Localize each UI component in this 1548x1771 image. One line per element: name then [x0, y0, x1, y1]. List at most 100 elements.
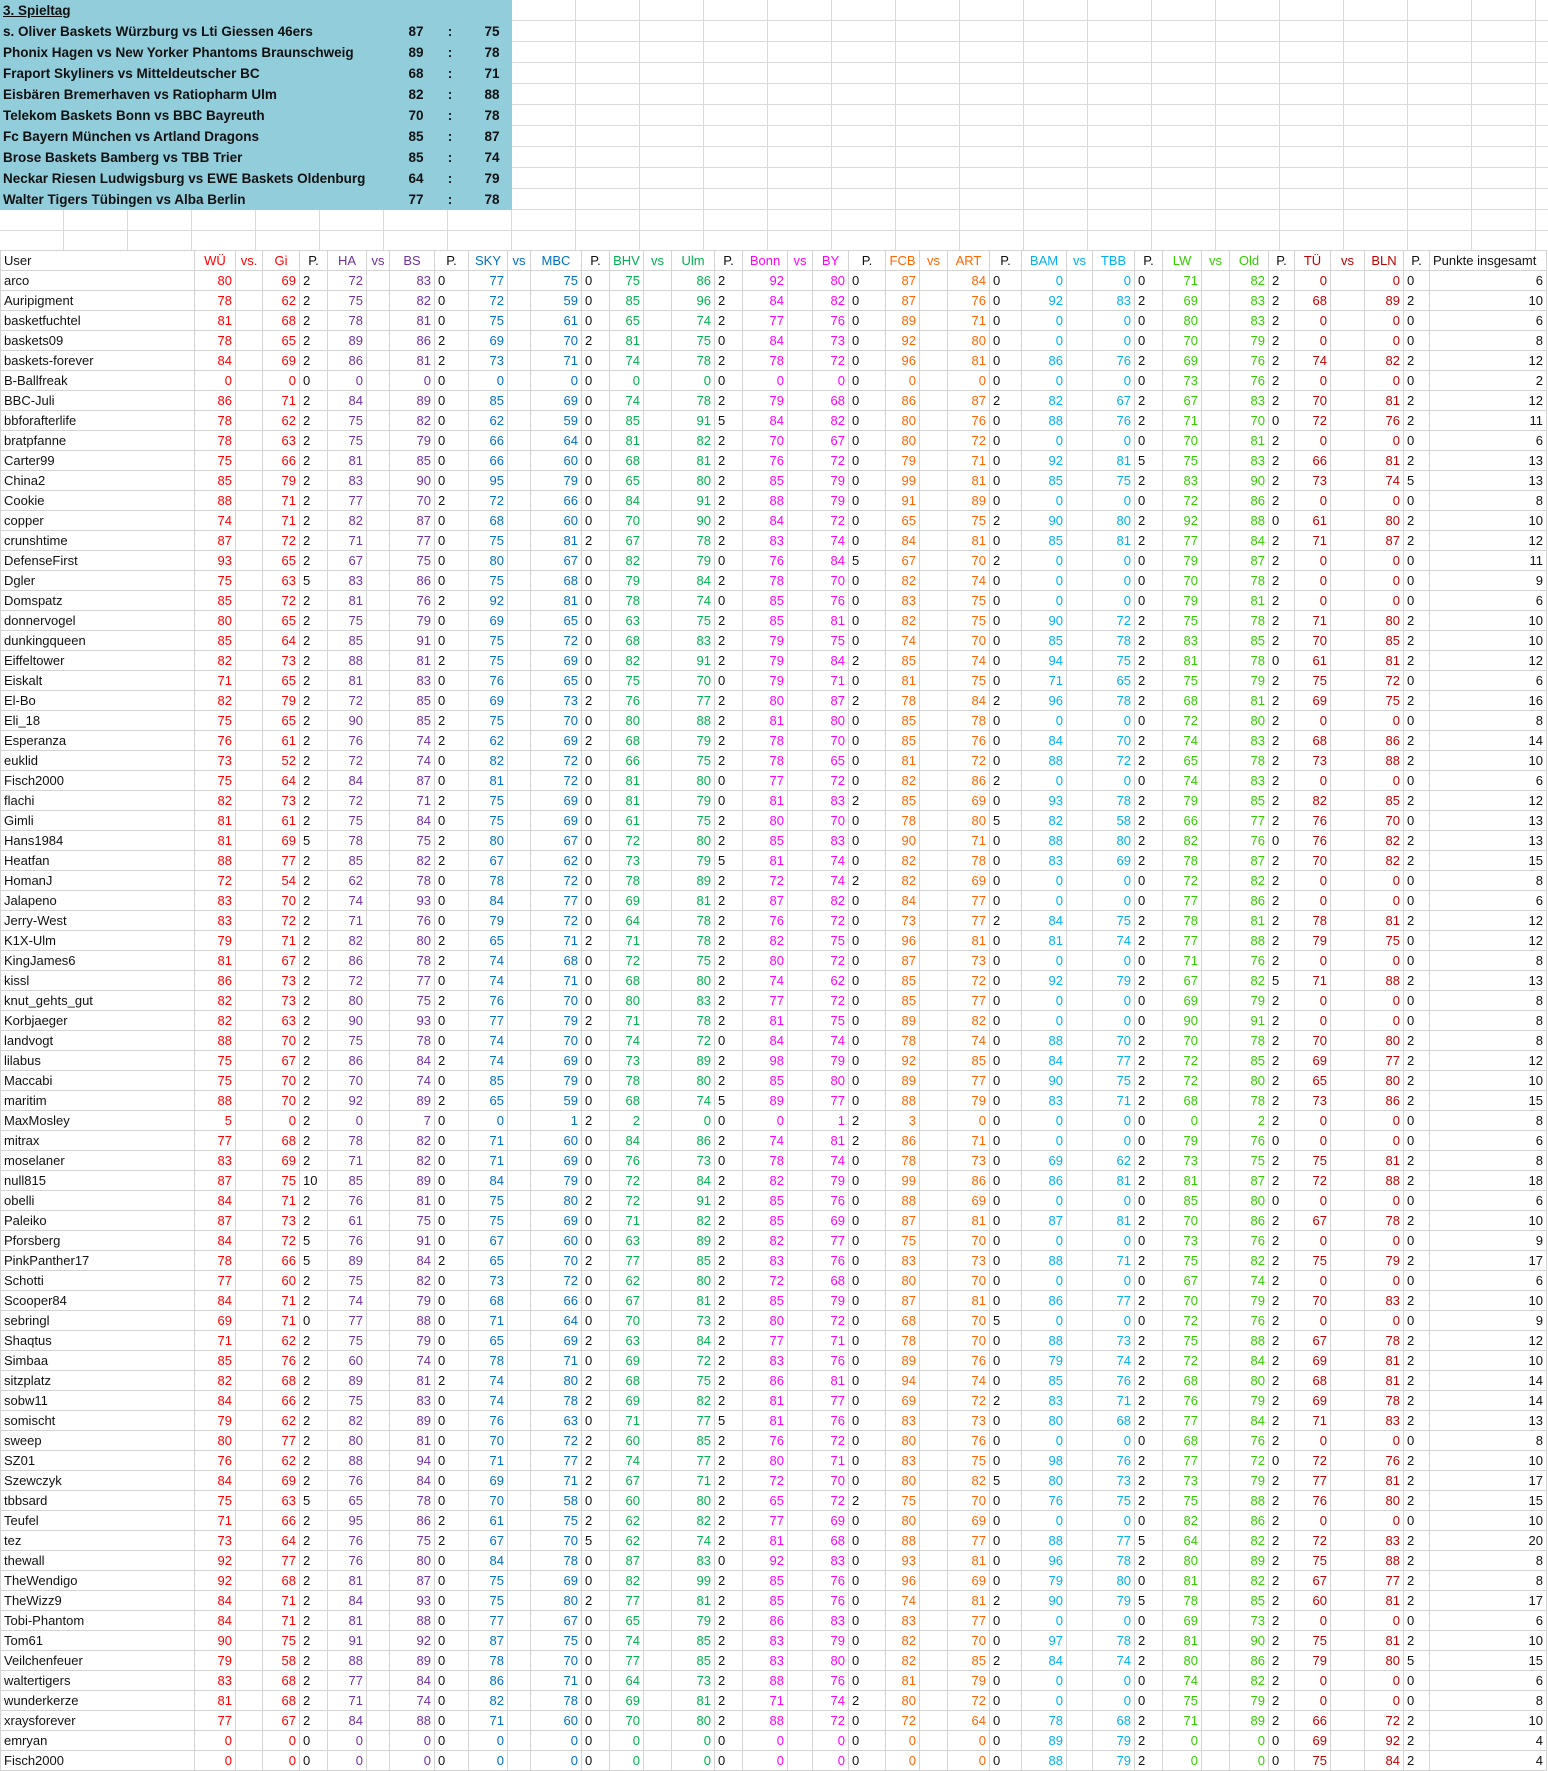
- points-cell[interactable]: 0: [434, 870, 469, 891]
- score-tip-cell[interactable]: 75: [1162, 1250, 1202, 1271]
- score-tip-cell[interactable]: 77: [262, 1430, 300, 1451]
- empty-cell[interactable]: [1330, 1350, 1365, 1371]
- total-points-cell[interactable]: 13: [1429, 1410, 1547, 1431]
- empty-cell[interactable]: [787, 770, 813, 791]
- score-tip-cell[interactable]: 87: [468, 1630, 508, 1651]
- score-tip-cell[interactable]: 82: [742, 930, 788, 951]
- points-cell[interactable]: 0: [989, 830, 1022, 851]
- score-tip-cell[interactable]: 90: [327, 1010, 367, 1031]
- score-tip-cell[interactable]: 75: [530, 1630, 582, 1651]
- score-tip-cell[interactable]: 0: [1364, 1010, 1404, 1031]
- empty-cell[interactable]: [507, 1350, 531, 1371]
- empty-cell[interactable]: [643, 410, 672, 431]
- score-tip-cell[interactable]: 0: [1364, 1230, 1404, 1251]
- empty-cell[interactable]: [507, 330, 531, 351]
- score-tip-cell[interactable]: 79: [1229, 1290, 1269, 1311]
- score-tip-cell[interactable]: 85: [468, 390, 508, 411]
- score-tip-cell[interactable]: 66: [1162, 810, 1202, 831]
- score-tip-cell[interactable]: 67: [262, 950, 300, 971]
- score-tip-cell[interactable]: 76: [742, 1430, 788, 1451]
- score-tip-cell[interactable]: 81: [742, 710, 788, 731]
- score-tip-cell[interactable]: 78: [1364, 1210, 1404, 1231]
- score-tip-cell[interactable]: 76: [742, 450, 788, 471]
- points-cell[interactable]: 2: [1268, 1710, 1295, 1731]
- total-points-cell[interactable]: 8: [1429, 490, 1547, 511]
- score-tip-cell[interactable]: 65: [262, 550, 300, 571]
- empty-cell[interactable]: [366, 1090, 390, 1111]
- points-cell[interactable]: 2: [1268, 1430, 1295, 1451]
- score-tip-cell[interactable]: 71: [812, 1450, 849, 1471]
- empty-cell[interactable]: [1201, 830, 1230, 851]
- points-cell[interactable]: 0: [581, 830, 610, 851]
- score-tip-cell[interactable]: 89: [389, 1090, 435, 1111]
- score-tip-cell[interactable]: 72: [812, 350, 849, 371]
- empty-cell[interactable]: [235, 570, 263, 591]
- points-cell[interactable]: 2: [1268, 1210, 1295, 1231]
- empty-cell[interactable]: [1330, 1110, 1365, 1131]
- column-header[interactable]: P.: [1134, 250, 1163, 271]
- score-tip-cell[interactable]: 0: [1092, 490, 1135, 511]
- score-tip-cell[interactable]: 65: [1162, 750, 1202, 771]
- empty-cell[interactable]: [235, 970, 263, 991]
- score-tip-cell[interactable]: 92: [389, 1630, 435, 1651]
- score-tip-cell[interactable]: 86: [742, 1610, 788, 1631]
- points-cell[interactable]: 2: [714, 1250, 743, 1271]
- points-cell[interactable]: 0: [989, 1090, 1022, 1111]
- score-tip-cell[interactable]: 71: [262, 510, 300, 531]
- empty-cell[interactable]: [643, 1430, 672, 1451]
- empty-cell[interactable]: [919, 1250, 948, 1271]
- score-tip-cell[interactable]: 78: [671, 530, 715, 551]
- score-tip-cell[interactable]: 71: [1162, 950, 1202, 971]
- score-tip-cell[interactable]: 0: [1294, 330, 1331, 351]
- empty-cell[interactable]: [643, 1730, 672, 1751]
- empty-cell[interactable]: [643, 1450, 672, 1471]
- empty-cell[interactable]: [1330, 1570, 1365, 1591]
- empty-cell[interactable]: [235, 1210, 263, 1231]
- total-points-cell[interactable]: 8: [1429, 990, 1547, 1011]
- score-tip-cell[interactable]: 87: [389, 1570, 435, 1591]
- score-tip-cell[interactable]: 77: [947, 890, 990, 911]
- points-cell[interactable]: 2: [299, 1110, 328, 1131]
- score-tip-cell[interactable]: 85: [885, 650, 920, 671]
- empty-cell[interactable]: [507, 730, 531, 751]
- score-tip-cell[interactable]: 60: [530, 1230, 582, 1251]
- empty-cell[interactable]: [366, 270, 390, 291]
- empty-cell[interactable]: [787, 1550, 813, 1571]
- empty-cell[interactable]: [1066, 1450, 1093, 1471]
- points-cell[interactable]: 2: [1134, 1750, 1163, 1771]
- empty-cell[interactable]: [1066, 1630, 1093, 1651]
- score-tip-cell[interactable]: 80: [609, 710, 644, 731]
- score-tip-cell[interactable]: 82: [327, 510, 367, 531]
- points-cell[interactable]: 2: [989, 550, 1022, 571]
- points-cell[interactable]: 2: [1134, 1730, 1163, 1751]
- empty-cell[interactable]: [1066, 1410, 1093, 1431]
- score-tip-cell[interactable]: 63: [262, 1490, 300, 1511]
- points-cell[interactable]: 2: [1403, 630, 1430, 651]
- score-tip-cell[interactable]: 0: [262, 1730, 300, 1751]
- points-cell[interactable]: 5: [1403, 1650, 1430, 1671]
- empty-cell[interactable]: [507, 1530, 531, 1551]
- score-tip-cell[interactable]: 72: [812, 910, 849, 931]
- empty-cell[interactable]: [507, 910, 531, 931]
- score-tip-cell[interactable]: 64: [262, 630, 300, 651]
- score-tip-cell[interactable]: 65: [468, 1090, 508, 1111]
- score-tip-cell[interactable]: 81: [742, 1010, 788, 1031]
- score-tip-cell[interactable]: 75: [327, 1270, 367, 1291]
- score-tip-cell[interactable]: 64: [530, 430, 582, 451]
- score-tip-cell[interactable]: 81: [1229, 430, 1269, 451]
- score-tip-cell[interactable]: 96: [885, 930, 920, 951]
- points-cell[interactable]: 2: [299, 330, 328, 351]
- user-name-cell[interactable]: moselaner: [0, 1150, 195, 1171]
- points-cell[interactable]: 0: [581, 1230, 610, 1251]
- points-cell[interactable]: 2: [1134, 510, 1163, 531]
- empty-cell[interactable]: [1330, 1650, 1365, 1671]
- score-tip-cell[interactable]: 0: [194, 1750, 236, 1771]
- empty-cell[interactable]: [643, 1270, 672, 1291]
- score-tip-cell[interactable]: 93: [885, 1550, 920, 1571]
- empty-cell[interactable]: [1201, 630, 1230, 651]
- score-tip-cell[interactable]: 76: [812, 590, 849, 611]
- score-tip-cell[interactable]: 72: [1162, 1070, 1202, 1091]
- points-cell[interactable]: 0: [581, 1050, 610, 1071]
- points-cell[interactable]: 0: [1134, 710, 1163, 731]
- score-tip-cell[interactable]: 0: [194, 370, 236, 391]
